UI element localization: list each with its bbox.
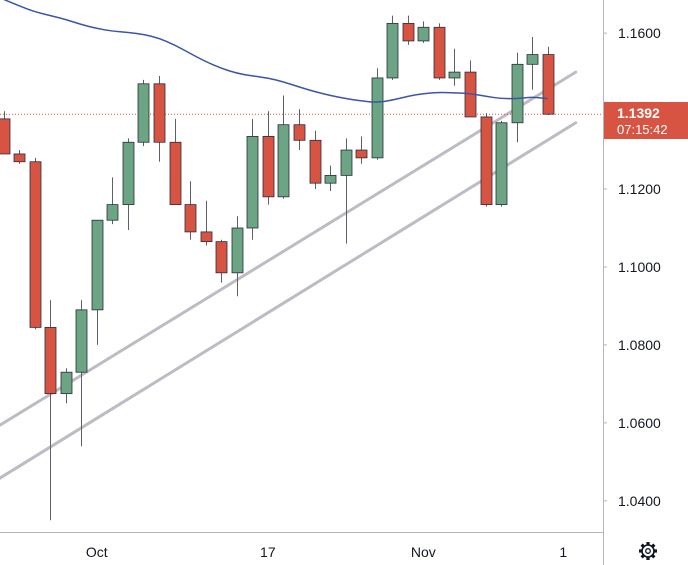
x-tick-label: 1 <box>559 544 567 560</box>
y-tick-label: 1.1600 <box>618 25 661 41</box>
candle-body <box>324 174 337 184</box>
candle <box>417 21 430 43</box>
last-price-countdown: 07:15:42 <box>617 122 668 137</box>
candle-body <box>153 83 166 143</box>
candle <box>122 138 135 230</box>
candle-body <box>355 149 368 159</box>
candle <box>91 219 104 345</box>
candle <box>0 111 11 155</box>
candle-body <box>246 136 259 229</box>
candle <box>262 111 275 205</box>
x-tick-label: 17 <box>260 544 276 560</box>
trendline-group <box>0 70 578 491</box>
settings-gear-icon[interactable] <box>639 542 657 560</box>
x-tick-label: Nov <box>411 544 436 560</box>
candle-body <box>29 161 42 328</box>
candle <box>44 300 57 521</box>
candle-body <box>44 326 57 395</box>
candle-body <box>106 204 119 221</box>
y-tick-label: 1.0800 <box>618 337 661 353</box>
trendline-1[interactable] <box>0 70 578 437</box>
y-tick-label: 1.1000 <box>618 259 661 275</box>
candle <box>386 15 399 80</box>
candle-body <box>448 71 461 79</box>
candle-body <box>526 54 539 65</box>
candle-body <box>75 309 88 373</box>
candle-body <box>262 136 275 198</box>
moving-average-group <box>3 0 548 103</box>
trendline-2[interactable] <box>0 121 578 491</box>
candle <box>231 216 244 297</box>
candle <box>433 23 446 80</box>
last-price-value: 1.1392 <box>617 105 660 121</box>
candle-body <box>169 141 182 206</box>
candles-group <box>0 15 555 521</box>
candle <box>169 118 182 206</box>
candle <box>60 368 73 404</box>
candle <box>371 68 384 160</box>
x-tick-label: Oct <box>86 544 108 560</box>
candle <box>137 79 150 147</box>
candle-body <box>13 153 26 163</box>
candle <box>480 113 493 207</box>
candle <box>542 46 555 115</box>
candle <box>106 177 119 225</box>
candle <box>511 52 524 143</box>
candle-body <box>122 141 135 206</box>
candle-body <box>200 231 213 243</box>
candle-body <box>417 26 430 42</box>
candle-body <box>137 83 150 143</box>
candle <box>215 239 228 283</box>
candle-body <box>480 116 493 206</box>
candle-body <box>184 204 197 233</box>
candle-body <box>402 22 415 42</box>
candle-body <box>0 118 11 155</box>
candle-body <box>340 149 353 176</box>
candle <box>153 76 166 162</box>
candle-body <box>231 227 244 274</box>
moving-average-line <box>3 0 548 103</box>
candle <box>526 37 539 90</box>
candle-body <box>60 371 73 395</box>
candle <box>277 95 290 199</box>
candle-body <box>495 122 508 206</box>
candle <box>246 118 259 240</box>
candle <box>184 181 197 240</box>
candle-body <box>433 26 446 79</box>
candle <box>340 138 353 244</box>
candle <box>29 157 42 330</box>
candle-body <box>215 241 228 274</box>
candle <box>448 48 461 86</box>
candle <box>324 165 337 191</box>
candle-body <box>277 124 290 198</box>
candle-body <box>371 77 384 159</box>
candle <box>309 130 322 190</box>
candle <box>355 136 368 164</box>
candle-body <box>511 63 524 124</box>
candle <box>75 300 88 447</box>
candle-body <box>386 22 399 79</box>
candle-body <box>91 219 104 311</box>
y-tick-label: 1.0400 <box>618 493 661 509</box>
y-tick-label: 1.0600 <box>618 415 661 431</box>
candle <box>402 15 415 45</box>
candle-body <box>293 124 306 141</box>
candle <box>13 150 26 164</box>
candle-body <box>309 139 322 184</box>
last-price-badge <box>604 102 688 139</box>
candle <box>495 120 508 207</box>
y-tick-label: 1.1200 <box>618 181 661 197</box>
candle <box>200 200 213 246</box>
candle <box>293 109 306 151</box>
candle-body <box>542 54 555 115</box>
